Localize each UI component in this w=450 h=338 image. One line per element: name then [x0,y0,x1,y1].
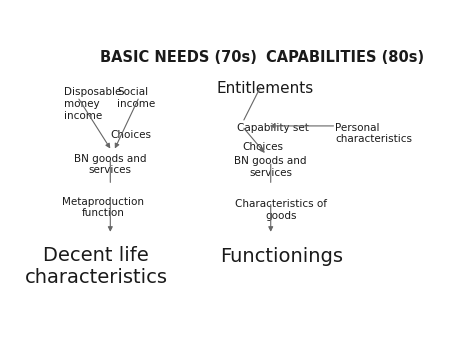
Text: Personal
characteristics: Personal characteristics [335,123,412,144]
Text: Entitlements: Entitlements [217,81,314,96]
Text: Disposable
money
income: Disposable money income [64,88,122,121]
Text: Characteristics of
goods: Characteristics of goods [235,199,327,221]
Text: Social
income: Social income [117,88,156,109]
Text: CAPABILITIES (80s): CAPABILITIES (80s) [266,50,423,65]
Text: Metaproduction
function: Metaproduction function [63,197,144,218]
Text: Capability set: Capability set [237,123,309,132]
Text: BN goods and
services: BN goods and services [74,154,147,175]
Text: Choices: Choices [110,130,151,140]
Text: Functionings: Functionings [220,247,343,266]
Text: BASIC NEEDS (70s): BASIC NEEDS (70s) [100,50,256,65]
Text: Choices: Choices [243,142,284,151]
Text: BN goods and
services: BN goods and services [234,156,307,178]
Text: Decent life
characteristics: Decent life characteristics [25,246,168,287]
